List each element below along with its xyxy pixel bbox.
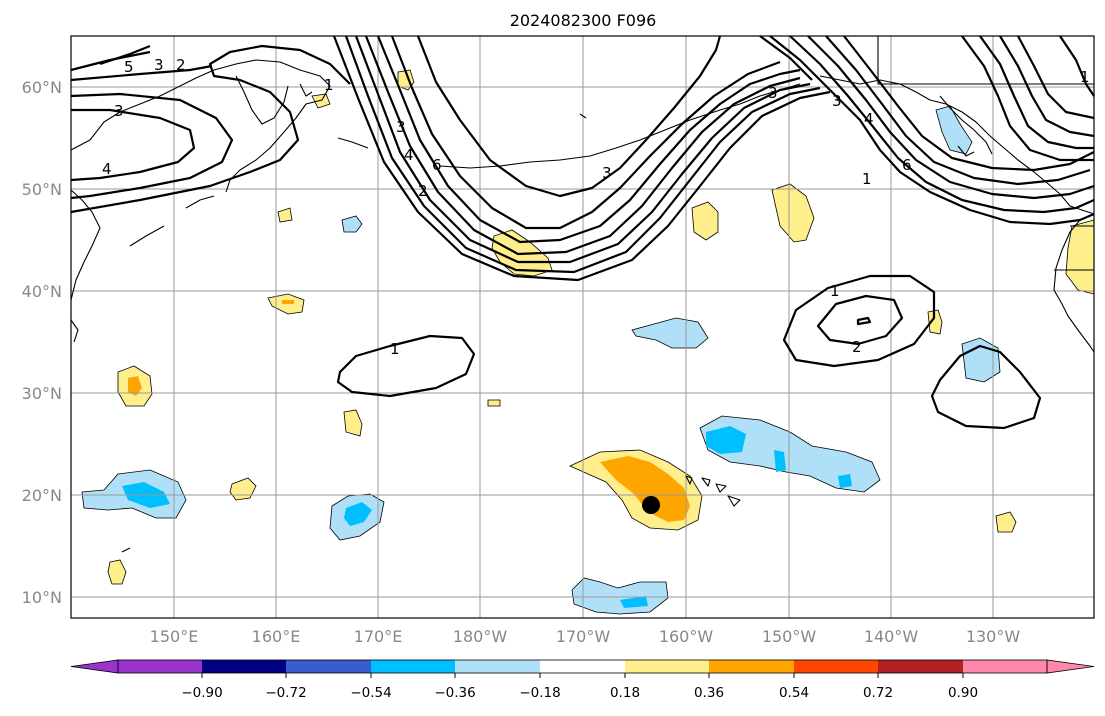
map-title: 2024082300 F096 [510,11,657,30]
lon-label: 130°W [966,627,1021,646]
lon-label: 160°E [252,627,301,646]
colorbar-segment [878,660,963,673]
lon-label: 170°E [354,627,403,646]
colorbar-tick-label: −0.18 [519,685,560,701]
lat-label: 10°N [22,588,62,607]
colorbar-tick-label: −0.72 [265,685,306,701]
lon-label: 180°W [453,627,508,646]
colorbar-segment [455,660,540,673]
latitude-labels: 60°N 50°N 40°N 30°N 20°N 10°N [22,78,62,607]
contour-label: 1 [830,282,840,300]
contour-label: 2 [852,338,862,356]
lon-label: 150°W [762,627,817,646]
map-frame [70,35,1095,619]
colorbar-segments [70,659,1095,674]
colorbar-segment [118,660,202,673]
contour-label: 3 [114,102,124,120]
colorbar-segment [286,660,371,673]
positive-anomaly-strong [128,300,690,522]
contour-label: 3 [154,56,164,74]
colorbar-tick-label: −0.54 [350,685,391,701]
coastlines [70,36,1095,553]
lat-label: 40°N [22,282,62,301]
colorbar-tick-label: 0.90 [948,685,978,701]
contour-label: 2 [176,56,186,74]
contour-label: 4 [404,146,414,164]
map-area: 5 3 2 3 4 2 3 4 6 3 1 3 3 4 6 1 1 1 2 1 [70,35,1095,619]
colorbar-tick-label: 0.54 [779,685,809,701]
colorbar-segment [963,660,1047,673]
contour-label: 3 [768,84,778,102]
contour-label: 1 [862,170,872,188]
contour-label: 4 [864,110,874,128]
lat-label: 20°N [22,486,62,505]
lat-label: 60°N [22,78,62,97]
colorbar-tick-label: 0.36 [694,685,724,701]
contour-label: 6 [432,156,442,174]
colorbar-segment [371,660,455,673]
colorbar-tick-label: 0.18 [610,685,640,701]
contour-label: 1 [324,76,334,94]
lon-label: 150°E [150,627,199,646]
lat-label: 30°N [22,384,62,403]
colorbar-segment [709,660,794,673]
longitude-labels: 150°E 160°E 170°E 180°W 170°W 160°W 150°… [150,627,1021,646]
lon-label: 160°W [659,627,714,646]
contour-label: 3 [602,164,612,182]
colorbar-tick-labels: −0.90 −0.72 −0.54 −0.36 −0.18 0.18 0.36 … [181,685,978,701]
colorbar-tick-label: 0.72 [863,685,893,701]
colorbar-segment [794,660,878,673]
graticule [71,36,1094,618]
contour-label: 3 [396,118,406,136]
contour-label: 1 [1080,68,1090,86]
lon-label: 170°W [556,627,611,646]
colorbar-tick-label: −0.90 [181,685,222,701]
storm-center-marker [642,496,660,514]
colorbar-segment [202,660,286,673]
contour-label: 5 [124,58,134,76]
contour-label: 1 [390,340,400,358]
lat-label: 50°N [22,180,62,199]
colorbar-segment [540,660,625,673]
colorbar-extend-low [70,659,119,674]
colorbar-segment [625,660,709,673]
colorbar-extend-high [1046,659,1095,674]
colorbar: −0.90 −0.72 −0.54 −0.36 −0.18 0.18 0.36 … [70,659,1095,701]
contour-label: 3 [832,92,842,110]
lon-label: 140°W [864,627,919,646]
contour-label: 6 [902,156,912,174]
colorbar-frame [117,659,1048,674]
contour-labels: 5 3 2 3 4 2 3 4 6 3 1 3 3 4 6 1 1 1 2 1 [102,56,1090,358]
colorbar-tick-label: −0.36 [434,685,475,701]
colorbar-ticks [201,673,964,678]
contour-label: 4 [102,160,112,178]
contour-lines [70,35,1095,430]
contour-label: 2 [418,182,428,200]
